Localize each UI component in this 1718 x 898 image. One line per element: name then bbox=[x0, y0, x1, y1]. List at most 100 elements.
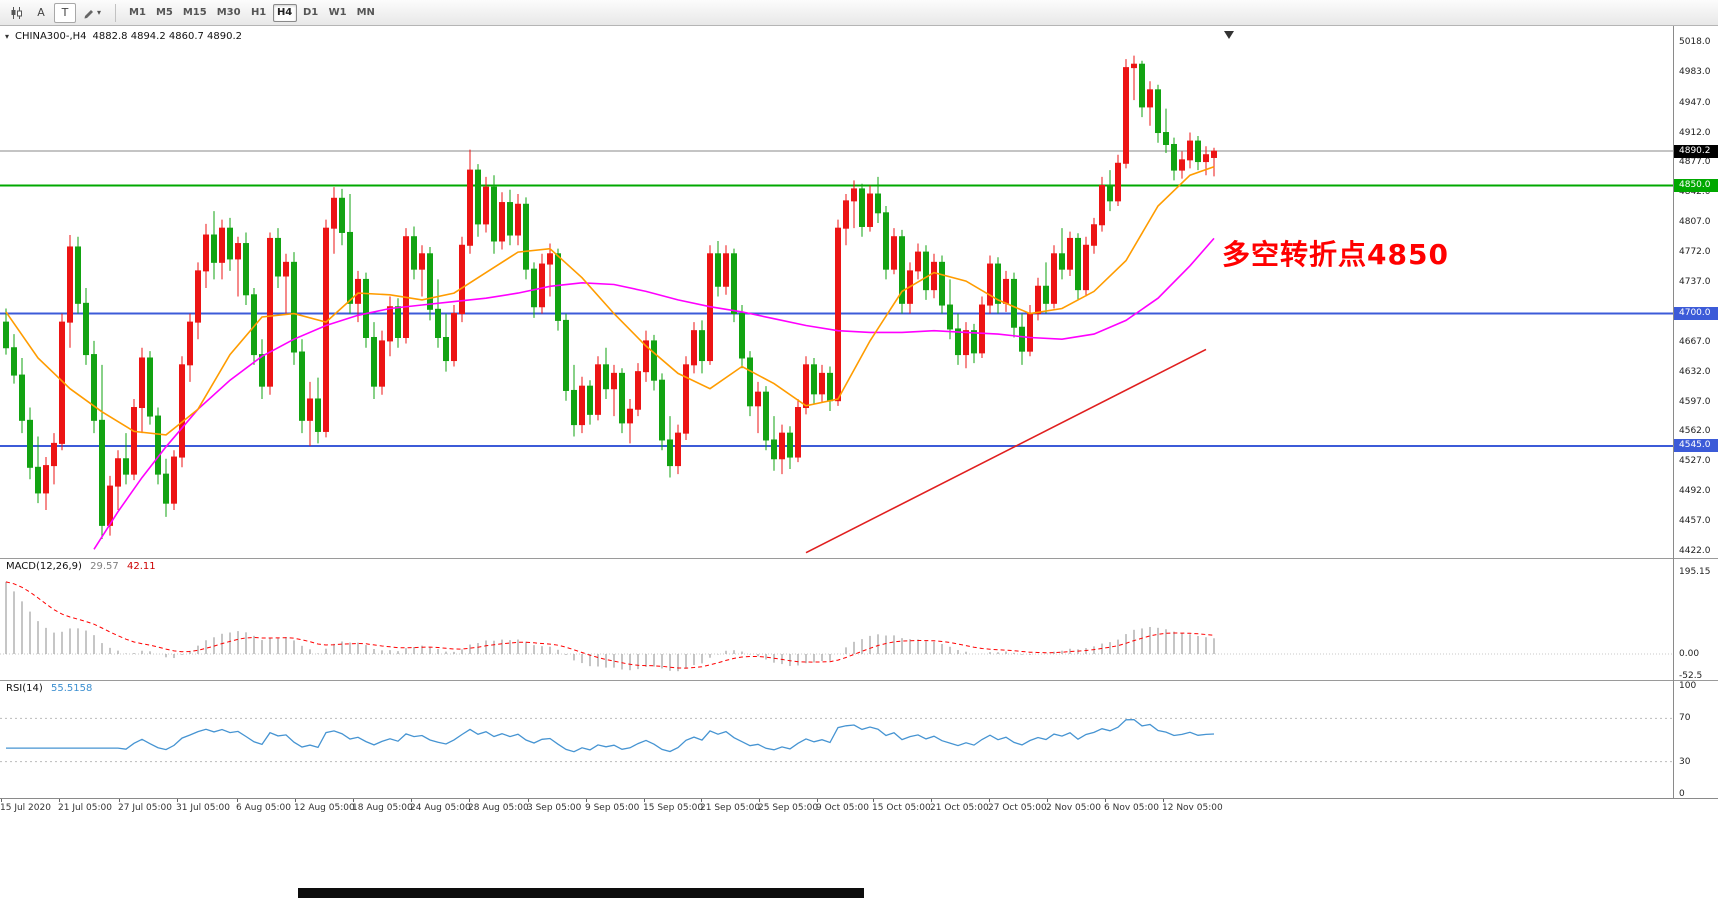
macd-main-value: 29.57 bbox=[90, 561, 119, 572]
candle-body bbox=[659, 379, 665, 441]
price-axis[interactable]: 5018.0 4983.0 4947.0 4912.0 4877.0 4842.0 4807… bbox=[1673, 26, 1718, 799]
time-axis-label: 18 Aug 05:00 bbox=[352, 803, 413, 813]
time-axis-label: 6 Aug 05:00 bbox=[236, 803, 291, 813]
rsi-line bbox=[6, 718, 1215, 753]
candle-body bbox=[1059, 253, 1065, 270]
timeframe-m15-button[interactable]: M15 bbox=[182, 7, 207, 18]
candles-group bbox=[3, 55, 1217, 540]
candle-body bbox=[43, 465, 49, 494]
price-badge-4545.0: 4545.0 bbox=[1674, 439, 1718, 453]
time-axis-tick bbox=[411, 799, 412, 802]
time-axis-label: 3 Sep 05:00 bbox=[527, 803, 582, 813]
timeframe-m30-button[interactable]: M30 bbox=[216, 7, 241, 18]
time-axis-label: 24 Aug 05:00 bbox=[410, 803, 471, 813]
candle-body bbox=[539, 263, 545, 308]
candle-body bbox=[27, 419, 33, 468]
symbol-timeframe-label: CHINA300-,H4 bbox=[15, 31, 87, 42]
time-axis-label: 25 Sep 05:00 bbox=[758, 803, 819, 813]
candle-body bbox=[355, 278, 361, 304]
annotation-text[interactable]: 多空转折点4850 bbox=[1222, 238, 1449, 271]
time-axis-label: 27 Jul 05:00 bbox=[118, 803, 172, 813]
candle-body bbox=[627, 408, 633, 424]
candle-body bbox=[419, 253, 425, 270]
candle-body bbox=[683, 364, 689, 434]
timeframe-mn-button[interactable]: MN bbox=[356, 7, 375, 18]
time-axis-tick bbox=[59, 799, 60, 802]
candle-body bbox=[875, 193, 881, 214]
chart-shift-marker-icon[interactable] bbox=[1224, 31, 1234, 39]
price-axis-label: 4422.0 bbox=[1679, 546, 1711, 556]
candle-body bbox=[795, 407, 801, 458]
cursor-tool-button[interactable]: A bbox=[30, 3, 52, 23]
candle-body bbox=[523, 203, 529, 270]
timeframe-m5-button[interactable]: M5 bbox=[155, 7, 173, 18]
timeframe-h1-button[interactable]: H1 bbox=[250, 7, 267, 18]
candle-body bbox=[739, 313, 745, 359]
price-axis-label: 4842.0 bbox=[1679, 187, 1711, 198]
candle-body bbox=[139, 357, 145, 409]
candle-body bbox=[1179, 159, 1185, 171]
time-axis[interactable]: 15 Jul 2020 21 Jul 05:00 27 Jul 05:00 31 Ju… bbox=[0, 798, 1718, 814]
candle-body bbox=[883, 212, 889, 270]
candle-body bbox=[315, 398, 321, 432]
timeframe-w1-button[interactable]: W1 bbox=[328, 7, 347, 18]
candle-body bbox=[891, 236, 897, 270]
ma-slow-line bbox=[93, 237, 1215, 550]
candle-body bbox=[1203, 154, 1209, 163]
timeframe-h4-button[interactable]: H4 bbox=[272, 3, 297, 22]
rsi-scale-label: 100 bbox=[1679, 681, 1697, 691]
text-tool-button[interactable]: T bbox=[54, 2, 76, 23]
candle-body bbox=[443, 336, 449, 362]
candle-body bbox=[867, 193, 873, 227]
rsi-scale-label: 30 bbox=[1679, 756, 1691, 767]
time-axis-tick bbox=[1047, 799, 1048, 802]
candle-body bbox=[35, 466, 41, 494]
chart-type-button[interactable] bbox=[5, 3, 28, 23]
macd-signal-line bbox=[5, 581, 1215, 669]
time-axis-tick bbox=[353, 799, 354, 802]
candle-body bbox=[403, 236, 409, 338]
candle-body bbox=[547, 253, 553, 265]
candle-body bbox=[259, 354, 265, 387]
candle-body bbox=[595, 364, 601, 415]
trendline[interactable] bbox=[805, 348, 1207, 554]
draw-tool-button[interactable]: ▾ bbox=[78, 3, 106, 23]
time-axis-label: 21 Jul 05:00 bbox=[58, 803, 112, 813]
candle-body bbox=[475, 169, 481, 225]
candle-body bbox=[851, 188, 857, 202]
macd-scale-label: 0.00 bbox=[1679, 649, 1700, 659]
candle-body bbox=[467, 169, 473, 246]
candle-body bbox=[579, 385, 585, 426]
rsi-scale-label: 0 bbox=[1679, 789, 1685, 799]
price-badge-4890.2: 4890.2 bbox=[1674, 144, 1718, 158]
candle-body bbox=[1195, 140, 1201, 163]
candle-body bbox=[3, 321, 9, 349]
candle-body bbox=[235, 243, 241, 260]
macd-name: MACD(12,26,9) bbox=[6, 561, 82, 572]
candle-body bbox=[283, 261, 289, 277]
rsi-scale-label: 70 bbox=[1679, 713, 1691, 724]
candle-body bbox=[507, 202, 513, 236]
one-click-trading-icon[interactable]: ▾ bbox=[5, 32, 10, 41]
candle-body bbox=[955, 328, 961, 356]
candle-body bbox=[171, 456, 177, 504]
timeframe-m1-button[interactable]: M1 bbox=[129, 7, 146, 18]
candle-body bbox=[1051, 253, 1057, 304]
candle-body bbox=[619, 372, 625, 424]
timeframe-d1-button[interactable]: D1 bbox=[302, 7, 319, 18]
candle-body bbox=[587, 385, 593, 415]
candle-body bbox=[99, 419, 105, 526]
price-chart-canvas[interactable] bbox=[0, 26, 1673, 798]
candle-body bbox=[571, 389, 577, 426]
pencil-icon bbox=[84, 9, 93, 18]
candle-body bbox=[491, 186, 497, 242]
candle-body bbox=[1147, 89, 1153, 108]
candle-body bbox=[395, 306, 401, 338]
candle-body bbox=[51, 442, 57, 467]
price-axis-label: 4737.0 bbox=[1679, 276, 1711, 287]
candle-body bbox=[331, 197, 337, 229]
candle-body bbox=[675, 432, 681, 467]
rsi-value: 55.5158 bbox=[50, 683, 93, 694]
time-axis-tick bbox=[873, 799, 874, 802]
axis-panel-separator bbox=[1674, 558, 1718, 559]
